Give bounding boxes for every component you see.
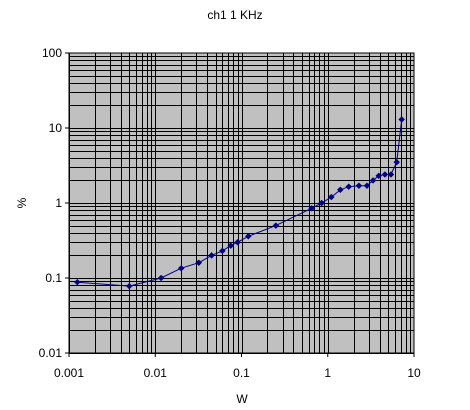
y-axis-title: % — [15, 197, 29, 208]
y-axis-ticks: 0.01 0.1 1 10 100 — [39, 46, 69, 360]
data-point — [363, 182, 371, 190]
x-tick-label: 10 — [407, 366, 421, 380]
data-point — [219, 247, 226, 255]
y-tick-label: 10 — [49, 121, 63, 135]
data-point — [74, 278, 81, 286]
data-point — [369, 177, 377, 184]
data-point — [195, 259, 203, 267]
data-point — [345, 183, 353, 191]
x-tick-label: 0.001 — [54, 366, 84, 380]
data-point — [227, 242, 235, 250]
data-point — [327, 193, 335, 201]
data-point — [387, 171, 395, 178]
data-point — [177, 264, 185, 272]
data-point — [244, 232, 252, 240]
data-point — [318, 199, 326, 207]
data-point — [336, 186, 344, 194]
x-tick-label: 0.1 — [233, 366, 250, 380]
x-axis-ticks: 0.001 0.01 0.1 1 10 — [54, 353, 421, 380]
x-axis-title: W — [236, 392, 248, 406]
gridlines — [69, 53, 414, 354]
y-tick-label: 0.01 — [39, 346, 63, 360]
data-point — [375, 172, 383, 180]
data-point — [355, 182, 363, 190]
data-point — [393, 158, 401, 166]
data-point — [157, 274, 165, 282]
y-tick-label: 100 — [42, 46, 62, 60]
chart-title: ch1 1 KHz — [207, 8, 262, 22]
data-point — [234, 238, 241, 246]
data-series — [74, 116, 406, 290]
data-point — [272, 222, 280, 229]
x-tick-label: 0.01 — [144, 366, 168, 380]
data-point — [208, 252, 215, 259]
y-tick-label: 1 — [55, 196, 62, 210]
data-point — [398, 116, 406, 123]
data-point — [125, 282, 133, 290]
data-point — [381, 171, 389, 178]
x-tick-label: 1 — [324, 366, 331, 380]
data-point — [308, 204, 315, 212]
y-tick-label: 0.1 — [45, 271, 62, 285]
